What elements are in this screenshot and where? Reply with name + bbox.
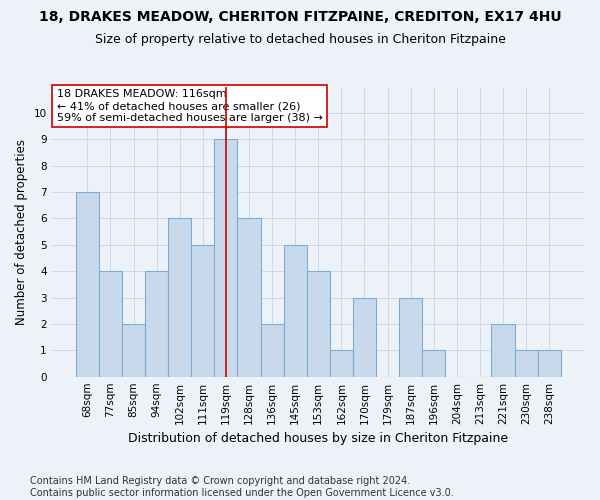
Bar [145, 271, 168, 376]
Bar [491, 324, 515, 376]
Text: 18 DRAKES MEADOW: 116sqm
← 41% of detached houses are smaller (26)
59% of semi-d: 18 DRAKES MEADOW: 116sqm ← 41% of detach… [57, 90, 323, 122]
Bar [238, 218, 260, 376]
Bar [168, 218, 191, 376]
Bar [284, 245, 307, 376]
Bar [399, 298, 422, 376]
Bar [353, 298, 376, 376]
Bar [538, 350, 561, 376]
Bar [260, 324, 284, 376]
Bar [191, 245, 214, 376]
Text: 18, DRAKES MEADOW, CHERITON FITZPAINE, CREDITON, EX17 4HU: 18, DRAKES MEADOW, CHERITON FITZPAINE, C… [38, 10, 562, 24]
Bar [330, 350, 353, 376]
X-axis label: Distribution of detached houses by size in Cheriton Fitzpaine: Distribution of detached houses by size … [128, 432, 508, 445]
Bar [422, 350, 445, 376]
Bar [214, 140, 238, 376]
Y-axis label: Number of detached properties: Number of detached properties [15, 138, 28, 324]
Bar [515, 350, 538, 376]
Bar [307, 271, 330, 376]
Text: Size of property relative to detached houses in Cheriton Fitzpaine: Size of property relative to detached ho… [95, 32, 505, 46]
Bar [99, 271, 122, 376]
Text: Contains HM Land Registry data © Crown copyright and database right 2024.
Contai: Contains HM Land Registry data © Crown c… [30, 476, 454, 498]
Bar [76, 192, 99, 376]
Bar [122, 324, 145, 376]
